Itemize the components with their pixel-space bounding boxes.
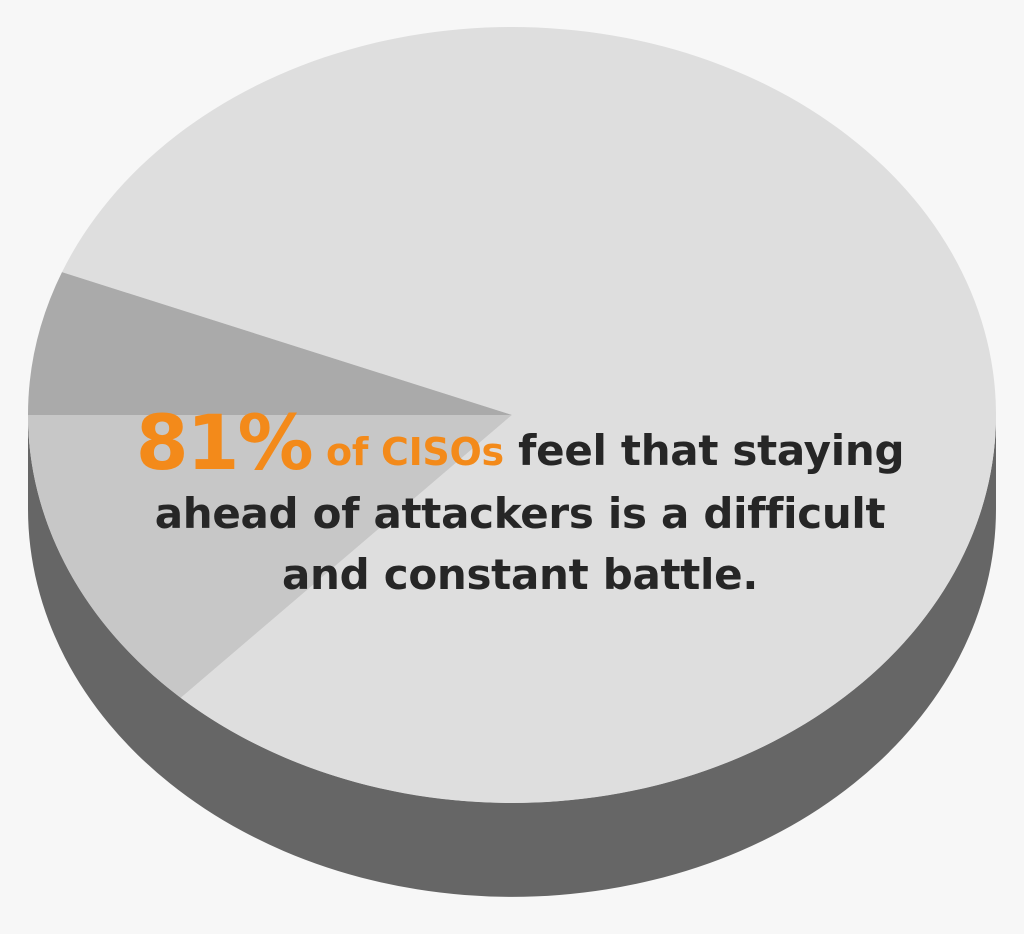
caption-line-1-text: feel that staying (518, 426, 905, 475)
caption-line-2: ahead of attackers is a difficult (154, 489, 886, 538)
pie-slice-3 (28, 272, 512, 415)
caption-percent: 81% (135, 398, 314, 487)
caption-line-3: and constant battle. (282, 550, 758, 599)
caption-line-1: 81% of CISOs feel that staying (70, 405, 970, 483)
pie-slice-main (61, 27, 997, 804)
caption-subject: of CISOs (326, 430, 504, 474)
pie-slice-2 (28, 415, 512, 698)
chart-caption: 81% of CISOs feel that staying ahead of … (70, 405, 970, 605)
pie-side-wall (28, 415, 996, 897)
